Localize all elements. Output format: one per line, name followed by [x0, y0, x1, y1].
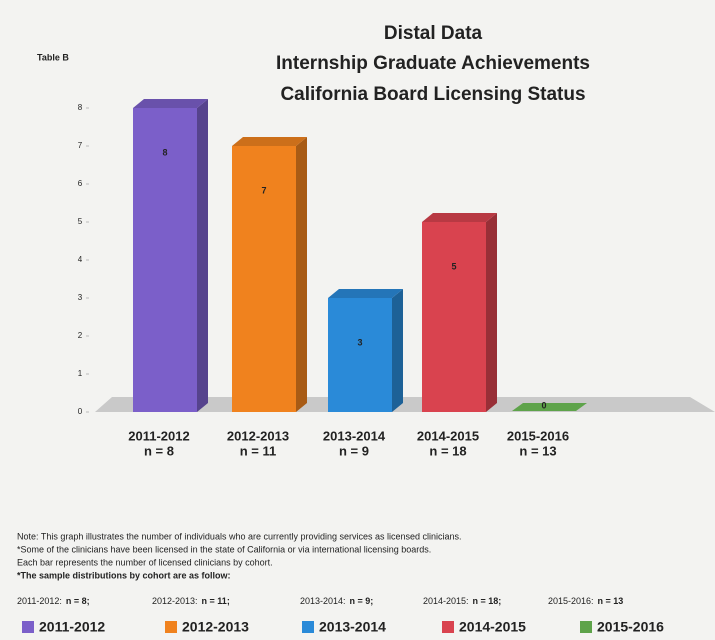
sample-item: 2011-2012: n = 8;	[17, 596, 90, 606]
x-tick-label: 2012-2013	[227, 428, 289, 443]
legend-label: 2015-2016	[597, 619, 664, 635]
sample-item: 2012-2013: n = 11;	[152, 596, 230, 606]
y-tick-label: 0	[78, 407, 83, 416]
y-tick-label: 8	[78, 103, 83, 112]
sample-item: 2014-2015: n = 18;	[423, 596, 501, 606]
bar	[328, 298, 392, 412]
bar-top	[328, 289, 403, 298]
legend-label: 2012-2013	[182, 619, 249, 635]
note: *Some of the clinicians have been licens…	[17, 544, 431, 554]
bar-side	[296, 137, 307, 412]
y-tick-label: 6	[78, 179, 83, 188]
y-tick-label: 7	[78, 141, 83, 150]
x-tick-sublabel: n = 18	[429, 443, 466, 458]
sample-item: 2013-2014: n = 9;	[300, 596, 373, 606]
sample-n: n = 11;	[202, 596, 230, 606]
legend-swatch	[580, 621, 592, 633]
bar	[422, 222, 486, 412]
x-tick-sublabel: n = 13	[519, 443, 556, 458]
sample-n: n = 8;	[66, 596, 90, 606]
data-label: 8	[162, 147, 167, 157]
chart-subtitle: California Board Licensing Status	[280, 84, 585, 105]
legend-swatch	[165, 621, 177, 633]
bar-side	[486, 213, 497, 412]
y-tick-label: 3	[78, 293, 83, 302]
note: Each bar represents the number of licens…	[17, 557, 273, 567]
note: Note: This graph illustrates the number …	[17, 531, 462, 541]
data-label: 3	[357, 337, 362, 347]
legend-swatch	[22, 621, 34, 633]
bar-side	[197, 99, 208, 412]
data-label: 5	[451, 261, 456, 271]
sample-n: n = 9;	[350, 596, 374, 606]
sample-cohort: 2014-2015:	[423, 596, 469, 606]
x-tick-label: 2014-2015	[417, 428, 479, 443]
chart-title: Distal Data	[384, 23, 483, 44]
x-tick-sublabel: n = 8	[144, 443, 174, 458]
bar-side	[392, 289, 403, 412]
sample-item: 2015-2016: n = 13	[548, 596, 623, 606]
note: *The sample distributions by cohort are …	[17, 570, 231, 580]
bar-top	[232, 137, 307, 146]
bar	[232, 146, 296, 412]
y-tick-label: 5	[78, 217, 83, 226]
table-label: Table B	[37, 52, 69, 62]
bar-top	[133, 99, 208, 108]
sample-n: n = 13	[598, 596, 624, 606]
legend-label: 2011-2012	[39, 619, 105, 635]
data-label: 0	[541, 400, 546, 410]
sample-cohort: 2011-2012:	[17, 596, 62, 606]
y-tick-label: 4	[78, 255, 83, 264]
sample-cohort: 2015-2016:	[548, 596, 594, 606]
sample-cohort: 2013-2014:	[300, 596, 346, 606]
y-tick-label: 1	[78, 369, 83, 378]
bar	[133, 108, 197, 412]
legend-swatch	[302, 621, 314, 633]
y-tick-label: 2	[78, 331, 83, 340]
legend-label: 2013-2014	[319, 619, 386, 635]
legend-label: 2014-2015	[459, 619, 526, 635]
chart-subtitle: Internship Graduate Achievements	[276, 53, 590, 74]
x-tick-label: 2011-2012	[128, 428, 189, 443]
sample-cohort: 2012-2013:	[152, 596, 198, 606]
x-tick-sublabel: n = 9	[339, 443, 369, 458]
bar-top	[422, 213, 497, 222]
bar	[512, 403, 587, 411]
sample-n: n = 18;	[473, 596, 502, 606]
legend-swatch	[442, 621, 454, 633]
x-tick-label: 2013-2014	[323, 428, 386, 443]
x-tick-label: 2015-2016	[507, 428, 569, 443]
x-tick-sublabel: n = 11	[240, 443, 277, 458]
data-label: 7	[261, 185, 266, 195]
